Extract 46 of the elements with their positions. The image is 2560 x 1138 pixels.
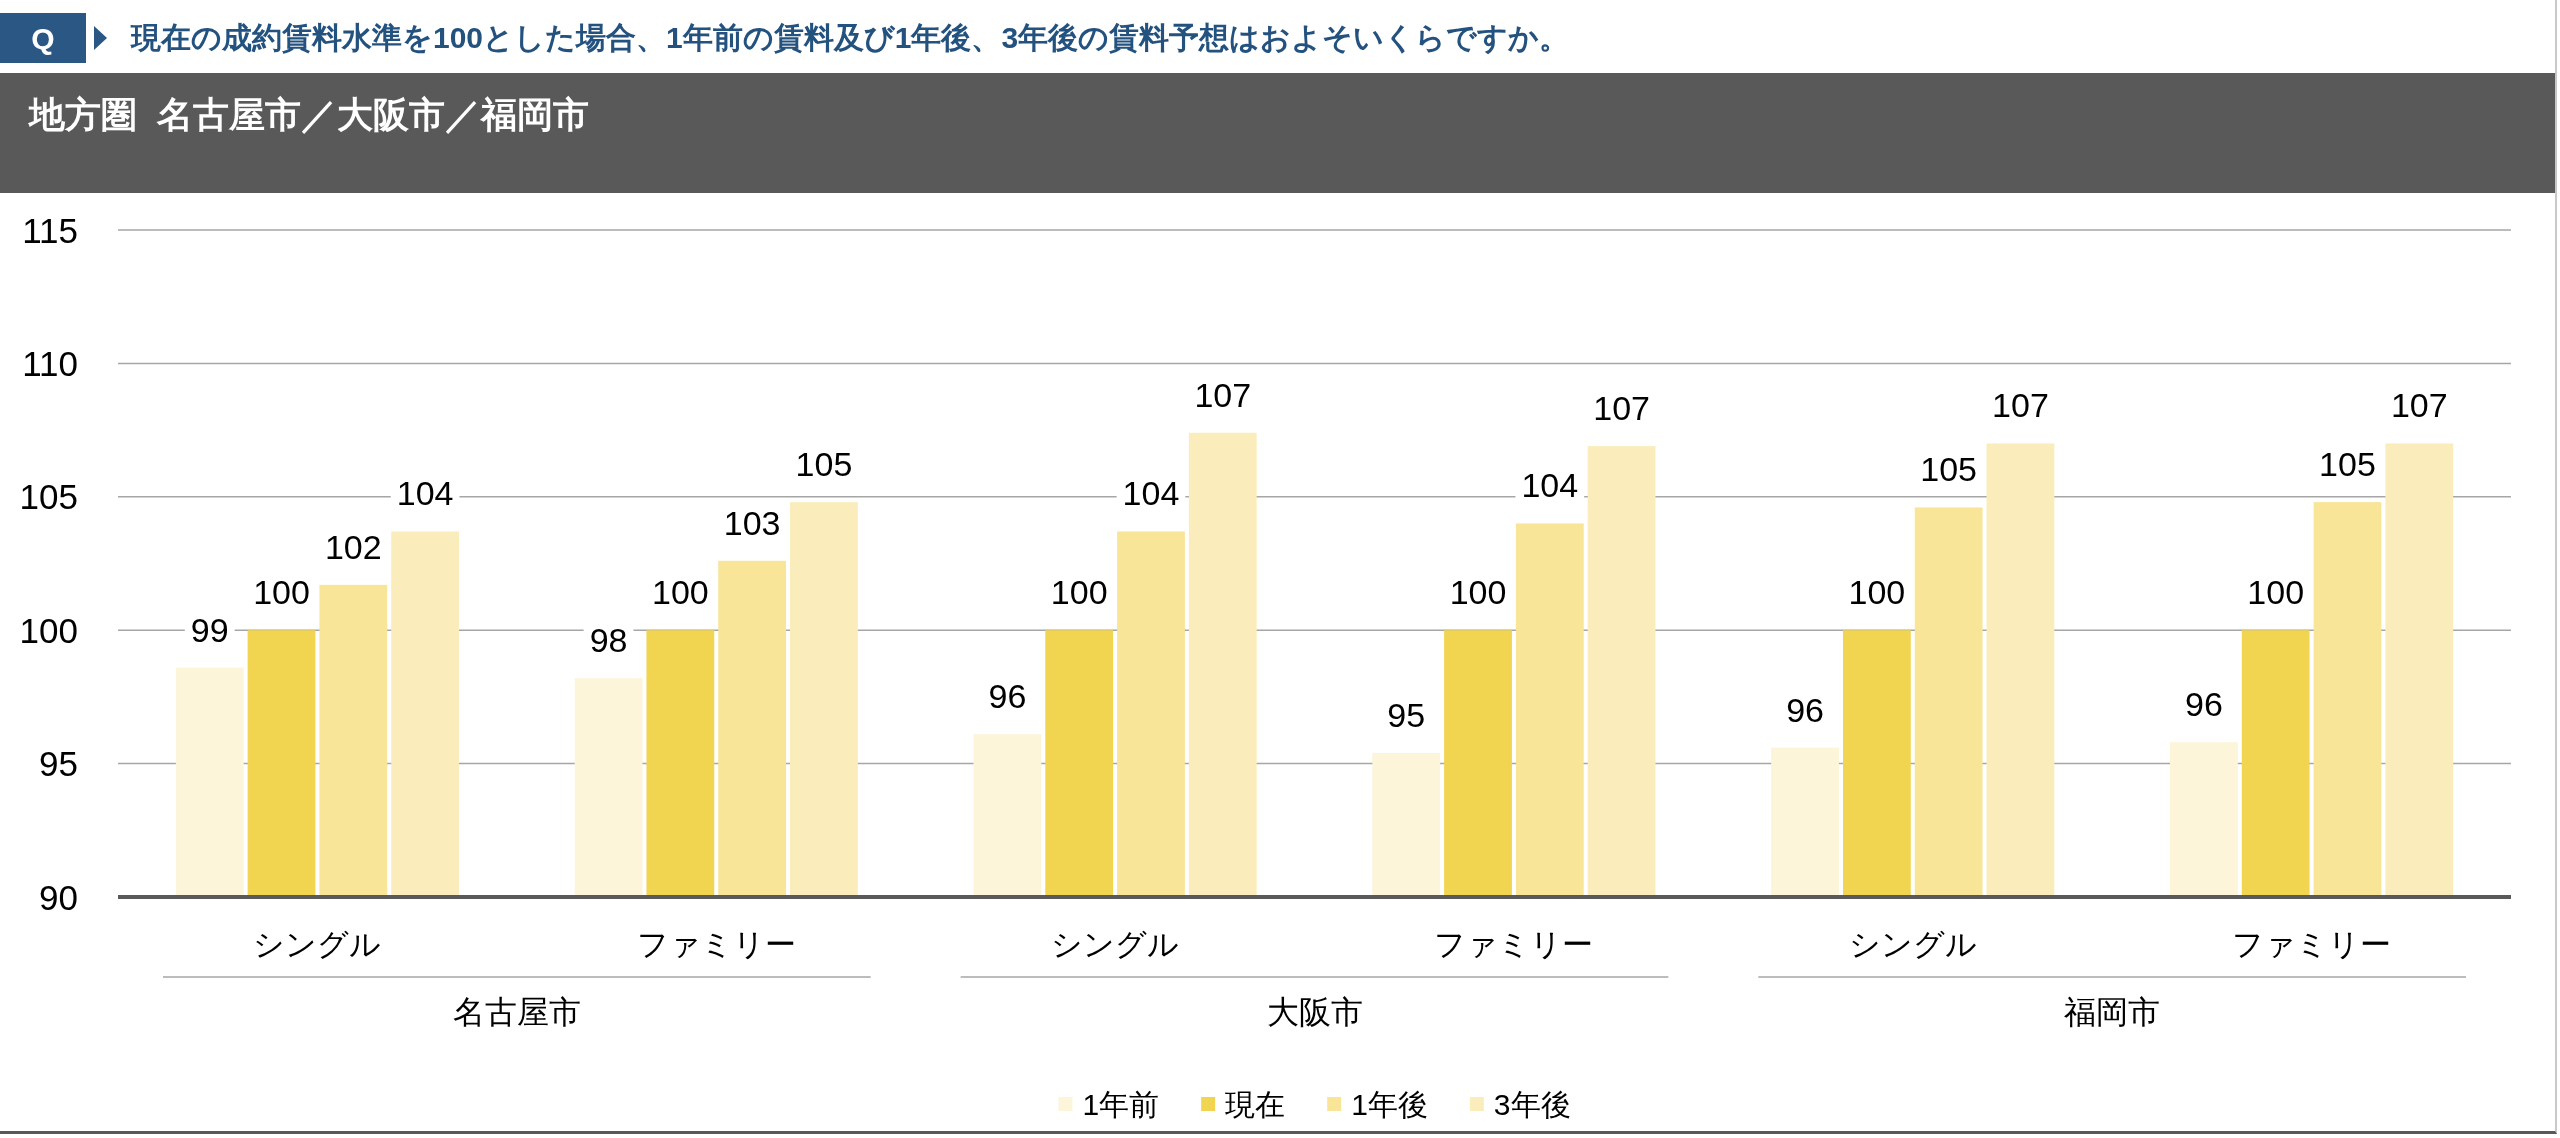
x-tick-label: ファミリー xyxy=(1434,926,1594,962)
data-label: 95 xyxy=(1387,695,1426,734)
data-label: 96 xyxy=(2184,685,2223,724)
x-tick-label: ファミリー xyxy=(2232,926,2392,962)
data-label: 100 xyxy=(1449,573,1507,612)
legend-label: 3年後 xyxy=(1493,1087,1571,1121)
y-tick-label: 110 xyxy=(22,343,78,383)
x-tick-label: シングル xyxy=(1848,926,1977,962)
x-tick-label: シングル xyxy=(1051,926,1180,962)
text: Q xyxy=(31,21,55,55)
data-label: 100 xyxy=(2247,573,2305,612)
data-label: 100 xyxy=(253,573,310,612)
data-label: 105 xyxy=(2319,445,2376,484)
chart-title: 現在の成約賃料水準を100とした場合、1年前の賃料及び1年後、3年後の賃料予想はおよそいくらですか。 xyxy=(130,20,1570,55)
legend-label: 現在 xyxy=(1225,1087,1286,1121)
data-label: 107 xyxy=(1194,375,1252,414)
y-tick-label: 90 xyxy=(39,877,78,917)
data-label: 98 xyxy=(589,621,628,660)
data-label: 99 xyxy=(190,610,229,649)
data-label: 105 xyxy=(1920,450,1978,489)
legend-label: 1年前 xyxy=(1082,1087,1160,1121)
data-label: 107 xyxy=(1593,389,1650,428)
data-label: 104 xyxy=(1122,474,1180,513)
data-label: 102 xyxy=(324,527,382,566)
chart-subtitle: 地方圏 名古屋市／大阪市／福岡市 xyxy=(29,93,590,137)
data-label: 107 xyxy=(2390,386,2448,425)
y-tick-label: 100 xyxy=(19,610,78,650)
data-label: 96 xyxy=(988,677,1027,716)
data-label: 105 xyxy=(795,445,853,484)
y-tick-label: 95 xyxy=(39,744,78,784)
data-label: 96 xyxy=(1786,690,1824,729)
data-label: 100 xyxy=(1050,573,1108,612)
y-tick-label: 115 xyxy=(22,210,78,250)
text: 福岡市 xyxy=(2064,994,2161,1030)
text: 名古屋市 xyxy=(452,994,581,1030)
data-label: 100 xyxy=(651,573,709,612)
y-tick-label: 105 xyxy=(19,477,78,517)
legend-label: 1年後 xyxy=(1351,1087,1428,1121)
x-tick-label: シングル xyxy=(253,926,382,962)
data-label: 104 xyxy=(1521,466,1579,505)
text: 大阪市 xyxy=(1266,994,1363,1030)
x-tick-label: ファミリー xyxy=(636,926,796,962)
data-label: 100 xyxy=(1848,573,1906,612)
data-label: 104 xyxy=(396,474,454,513)
data-label: 103 xyxy=(723,503,781,542)
data-label: 107 xyxy=(1992,386,2049,425)
